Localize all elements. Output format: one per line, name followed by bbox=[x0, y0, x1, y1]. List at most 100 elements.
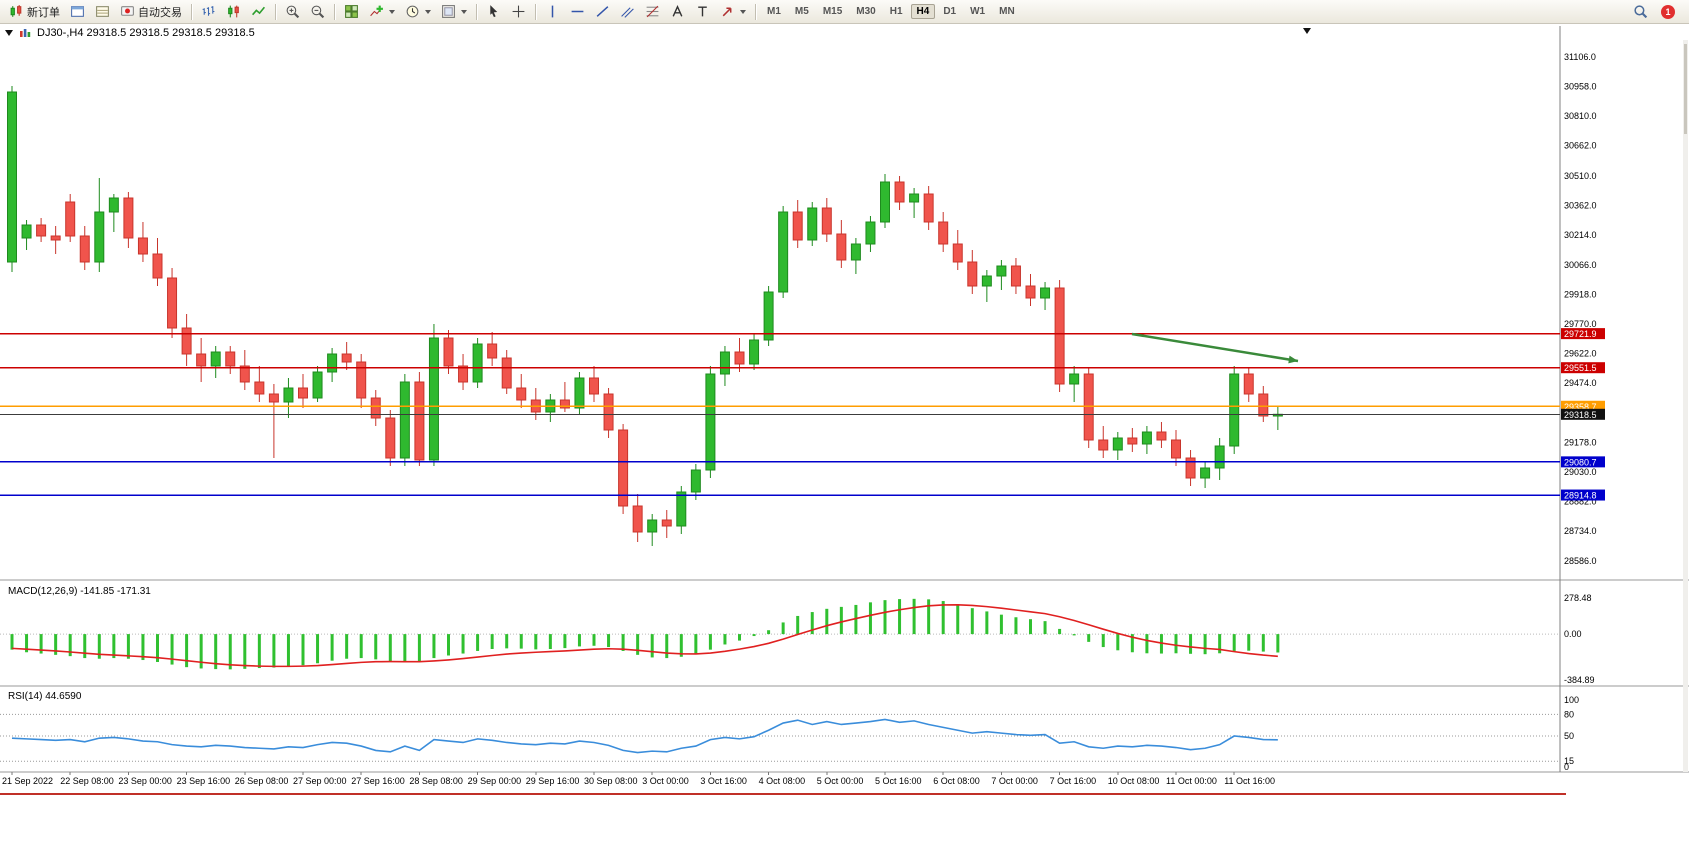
channel-icon bbox=[621, 7, 634, 18]
time-tick-label: 7 Oct 00:00 bbox=[991, 776, 1038, 786]
fibonacci-icon bbox=[646, 5, 659, 18]
vertical-line-button[interactable] bbox=[541, 1, 564, 23]
trendline-button[interactable] bbox=[591, 1, 614, 23]
time-tick-label: 11 Oct 16:00 bbox=[1224, 776, 1275, 786]
candle-body bbox=[676, 491, 687, 527]
templates-button[interactable] bbox=[437, 1, 471, 23]
time-tick-label: 4 Oct 08:00 bbox=[759, 776, 806, 786]
candle-body bbox=[967, 261, 978, 287]
timeframe-m5-button[interactable]: M5 bbox=[794, 6, 809, 17]
candle-body bbox=[1040, 287, 1051, 299]
market-watch-button[interactable] bbox=[66, 1, 89, 23]
rsi-axis-label: 80 bbox=[1564, 709, 1574, 719]
candle-body bbox=[414, 381, 425, 461]
tile-windows-button[interactable] bbox=[340, 1, 363, 23]
line-chart-mode-button[interactable] bbox=[247, 1, 270, 23]
bar-chart-mode-button[interactable] bbox=[197, 1, 220, 23]
zoom-in-button[interactable] bbox=[281, 1, 304, 23]
search-button[interactable] bbox=[1629, 1, 1652, 23]
rsi-axis-label: 15 bbox=[1564, 756, 1574, 766]
candle-body bbox=[50, 235, 61, 241]
data-window-button[interactable] bbox=[91, 1, 114, 23]
candle-body bbox=[952, 243, 963, 263]
tile-icon bbox=[345, 5, 358, 18]
price-tick-label: 28586.0 bbox=[1564, 556, 1597, 566]
cursor-button[interactable] bbox=[482, 1, 505, 23]
text-icon bbox=[672, 4, 683, 17]
vertical-scrollbar-thumb[interactable] bbox=[1684, 44, 1687, 134]
crosshair-button[interactable] bbox=[507, 1, 530, 23]
arrows-button[interactable] bbox=[716, 1, 750, 23]
time-tick-label: 11 Oct 00:00 bbox=[1166, 776, 1217, 786]
macd-signal-line bbox=[11, 604, 1278, 668]
new-order-button[interactable]: 新订单 bbox=[5, 1, 64, 23]
timeframe-w1-button[interactable]: W1 bbox=[970, 6, 986, 17]
notification-badge[interactable]: 1 bbox=[1661, 4, 1675, 19]
zoom-out-icon bbox=[311, 5, 325, 19]
candle-body bbox=[719, 351, 730, 375]
line-chart-icon bbox=[252, 6, 266, 16]
vertical-scrollbar[interactable] bbox=[1683, 40, 1688, 772]
time-tick-label: 10 Oct 08:00 bbox=[1108, 776, 1160, 786]
collapse-triangle-icon[interactable] bbox=[5, 30, 13, 36]
vline-icon bbox=[551, 5, 554, 18]
candle-body bbox=[65, 201, 76, 237]
timeframe-m1-button[interactable]: M1 bbox=[767, 6, 781, 17]
candle-body bbox=[1025, 285, 1036, 299]
timeframe-h1-button[interactable]: H1 bbox=[889, 6, 903, 17]
candle-body bbox=[1156, 431, 1167, 441]
rsi-axis-label: 100 bbox=[1564, 695, 1579, 705]
trend-arrow[interactable] bbox=[1131, 332, 1299, 364]
timeframe-mn-button[interactable]: MN bbox=[999, 6, 1015, 17]
equidistant-channel-button[interactable] bbox=[616, 1, 639, 23]
time-tick-label: 6 Oct 08:00 bbox=[933, 776, 980, 786]
candle-body bbox=[108, 197, 119, 213]
price-tick-label: 30362.0 bbox=[1564, 201, 1597, 211]
macd-axis-label: -384.89 bbox=[1564, 675, 1595, 685]
candle-body bbox=[254, 381, 265, 395]
candle-body bbox=[792, 211, 803, 241]
candle-body bbox=[1200, 467, 1211, 479]
time-tick-label: 5 Oct 16:00 bbox=[875, 776, 922, 786]
time-tick-label: 7 Oct 16:00 bbox=[1050, 776, 1097, 786]
candle-body bbox=[283, 387, 294, 403]
crosshair-icon bbox=[512, 5, 525, 18]
text-label-button[interactable] bbox=[691, 1, 714, 23]
indicators-button[interactable] bbox=[365, 1, 399, 23]
candle-body bbox=[268, 393, 279, 403]
auto-trading-button[interactable]: 自动交易 bbox=[116, 1, 186, 23]
periods-button[interactable] bbox=[401, 1, 435, 23]
horizontal-line-button[interactable] bbox=[566, 1, 589, 23]
indicators-icon bbox=[370, 5, 383, 17]
timeframe-m15-button[interactable]: M15 bbox=[822, 6, 843, 17]
candle-body bbox=[341, 353, 352, 363]
macd-label: MACD(12,26,9) -141.85 -171.31 bbox=[8, 586, 151, 597]
candle-body bbox=[1054, 287, 1065, 385]
price-tag bbox=[1561, 456, 1605, 468]
candle-chart-mode-button[interactable] bbox=[222, 1, 245, 23]
price-tag bbox=[1561, 400, 1605, 412]
text-button[interactable] bbox=[666, 1, 689, 23]
timeframe-m30-button[interactable]: M30 bbox=[856, 6, 876, 17]
timeframe-d1-button[interactable]: D1 bbox=[943, 6, 957, 17]
symbol-ohlc-title: DJ30-,H4 29318.5 29318.5 29318.5 29318.5 bbox=[37, 27, 255, 39]
chart-type-icon bbox=[20, 29, 31, 37]
price-tick-label: 29918.0 bbox=[1564, 289, 1597, 299]
candle-body bbox=[210, 351, 221, 367]
timeframe-h4-button[interactable]: H4 bbox=[910, 4, 936, 19]
price-tag-label: 29721.9 bbox=[1564, 329, 1597, 339]
candle-body bbox=[909, 193, 920, 203]
macd-axis-label: 0.00 bbox=[1564, 629, 1582, 639]
fibonacci-button[interactable] bbox=[641, 1, 664, 23]
candle-body bbox=[632, 505, 643, 533]
label-icon bbox=[698, 6, 707, 17]
oneclick-dropdown-icon[interactable] bbox=[1303, 28, 1311, 34]
price-tag-label: 29358.7 bbox=[1564, 402, 1597, 412]
candle-body bbox=[501, 357, 512, 389]
price-tick-label: 30510.0 bbox=[1564, 171, 1597, 181]
candle-body bbox=[94, 211, 105, 263]
zoom-out-button[interactable] bbox=[306, 1, 329, 23]
time-tick-label: 27 Sep 16:00 bbox=[351, 776, 405, 786]
